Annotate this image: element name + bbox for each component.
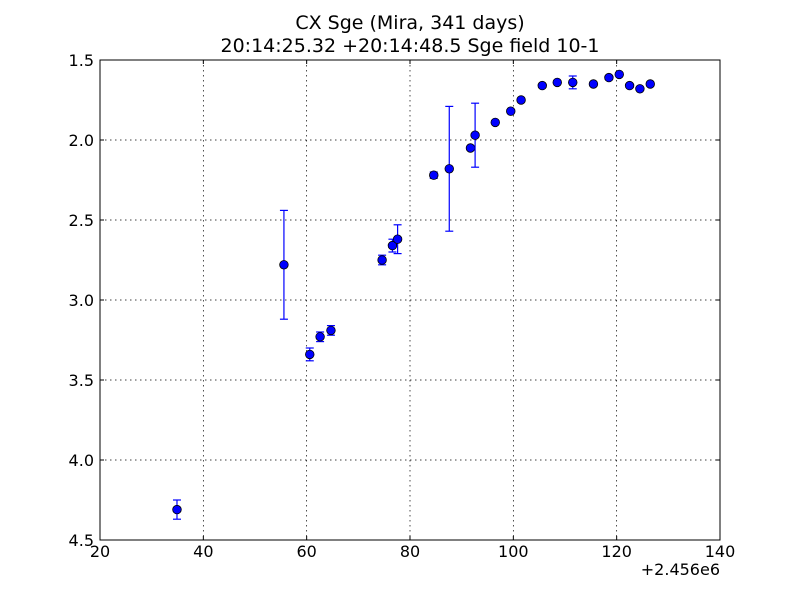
data-point xyxy=(392,234,403,244)
data-point xyxy=(172,504,182,515)
x-tick-label: 60 xyxy=(296,542,316,561)
data-point xyxy=(490,117,500,128)
x-offset-label: +2.456e6 xyxy=(641,560,720,579)
data-point xyxy=(506,106,516,116)
y-tick-label: 4.0 xyxy=(69,451,94,470)
data-point xyxy=(315,332,325,342)
data-point xyxy=(444,164,454,174)
data-point xyxy=(552,77,562,88)
data-point xyxy=(465,143,476,153)
y-tick-label: 1.5 xyxy=(69,51,94,70)
chart-title: CX Sge (Mira, 341 days) xyxy=(295,12,524,34)
data-point xyxy=(624,80,635,91)
y-tick-label: 2.0 xyxy=(69,131,94,150)
data-point xyxy=(470,130,480,140)
data-point xyxy=(377,255,387,265)
y-tick-label: 3.0 xyxy=(69,291,94,310)
tick-labels: 20 40 60 80 100 120 140 1.5 2.0 2.5 3.0 3.5 4.0 4.5 xyxy=(69,51,736,561)
data-point xyxy=(279,260,289,270)
y-tick-label: 3.5 xyxy=(69,371,94,390)
x-tick-label: 120 xyxy=(601,542,632,561)
data-point xyxy=(635,84,645,94)
x-tick-label: 40 xyxy=(193,542,213,561)
data-point xyxy=(614,69,624,80)
grid xyxy=(100,60,720,540)
x-tick-label: 140 xyxy=(705,542,736,561)
x-tick-label: 80 xyxy=(400,542,420,561)
data-point xyxy=(387,240,398,251)
data-point xyxy=(604,72,614,83)
y-tick-label: 2.5 xyxy=(69,211,94,230)
data-point xyxy=(537,80,547,91)
data-point xyxy=(326,325,336,336)
data-point xyxy=(568,77,578,88)
data-points xyxy=(172,69,655,520)
data-point xyxy=(645,79,655,89)
plot-frame xyxy=(99,59,721,541)
data-point xyxy=(429,170,439,180)
x-tick-label: 20 xyxy=(90,542,110,561)
x-tick-label: 100 xyxy=(498,542,529,561)
data-point xyxy=(305,349,315,360)
y-tick-label: 4.5 xyxy=(69,531,94,550)
chart-subtitle: 20:14:25.32 +20:14:48.5 Sge field 10-1 xyxy=(220,35,599,57)
data-point xyxy=(588,79,599,89)
data-point xyxy=(516,95,526,105)
